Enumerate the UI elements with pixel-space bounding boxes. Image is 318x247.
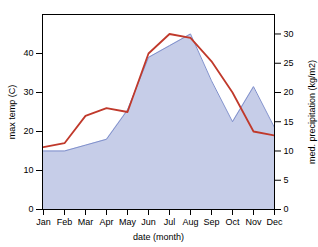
svg-text:20: 20 <box>284 87 294 97</box>
svg-text:date (month): date (month) <box>133 232 184 242</box>
svg-text:15: 15 <box>284 117 294 127</box>
svg-text:Oct: Oct <box>225 217 240 227</box>
svg-text:5: 5 <box>284 175 289 185</box>
svg-text:25: 25 <box>284 58 294 68</box>
svg-text:max temp (C): max temp (C) <box>7 85 17 140</box>
svg-text:0: 0 <box>28 204 33 214</box>
svg-text:30: 30 <box>23 87 33 97</box>
svg-text:10: 10 <box>23 165 33 175</box>
svg-text:Sep: Sep <box>203 217 219 227</box>
svg-text:Aug: Aug <box>182 217 198 227</box>
svg-text:Apr: Apr <box>99 217 113 227</box>
svg-text:40: 40 <box>23 48 33 58</box>
svg-text:Jun: Jun <box>141 217 156 227</box>
svg-text:May: May <box>119 217 137 227</box>
svg-text:Feb: Feb <box>57 217 73 227</box>
svg-text:Nov: Nov <box>245 217 262 227</box>
svg-text:30: 30 <box>284 29 294 39</box>
svg-text:20: 20 <box>23 126 33 136</box>
svg-text:Dec: Dec <box>266 217 283 227</box>
svg-text:0: 0 <box>284 204 289 214</box>
svg-text:Jul: Jul <box>164 217 176 227</box>
svg-text:10: 10 <box>284 146 294 156</box>
svg-text:Jan: Jan <box>36 217 51 227</box>
svg-text:med. precipitation (kg/m2): med. precipitation (kg/m2) <box>307 60 317 164</box>
svg-text:Mar: Mar <box>78 217 94 227</box>
